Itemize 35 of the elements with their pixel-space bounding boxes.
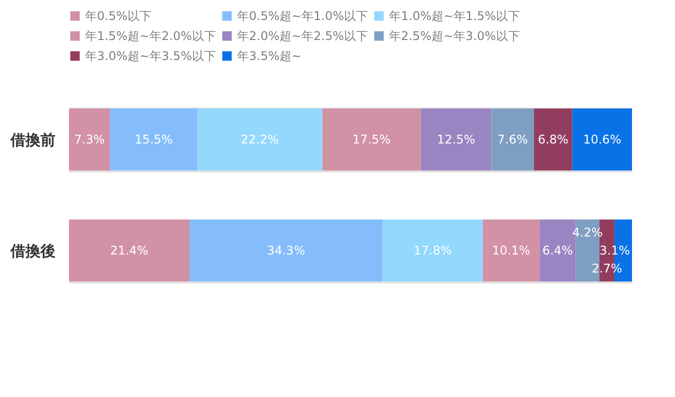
legend-label: 年3.5%超~ [237, 49, 302, 63]
legend-label: 年0.5%以下 [85, 9, 152, 23]
data-label: 7.3% [74, 132, 105, 146]
data-label: 21.4% [110, 244, 148, 258]
bar [382, 220, 483, 282]
data-label: 17.5% [352, 132, 391, 146]
data-label: 22.2% [240, 132, 279, 146]
data-label: 17.8% [414, 244, 452, 258]
data-label: 6.8% [538, 132, 568, 146]
legend-label: 年2.5%超~年3.0%以下 [389, 29, 520, 43]
legend-label: 年0.5%超~年1.0%以下 [237, 9, 368, 23]
bar [189, 220, 383, 282]
y-tick-label: 借換前 [10, 131, 56, 149]
bar [534, 108, 572, 170]
bar [420, 108, 492, 170]
bar [69, 220, 190, 282]
bar [197, 108, 322, 170]
bar [491, 108, 534, 170]
data-label: 7.6% [497, 132, 528, 146]
data-label: 12.5% [437, 132, 476, 146]
data-label: 6.4% [542, 244, 573, 258]
bar [572, 108, 632, 170]
bar [322, 108, 421, 170]
data-label: 15.5% [134, 132, 173, 146]
y-tick-label: 借換後 [10, 242, 56, 260]
data-label: 10.6% [583, 132, 622, 146]
data-label: 34.3% [266, 244, 306, 258]
bar [110, 108, 198, 170]
data-label: 10.1% [492, 244, 530, 258]
legend-label: 年1.5%超~年2.0%以下 [85, 29, 216, 43]
bar [482, 220, 540, 282]
bar [69, 108, 110, 170]
legend-label: 年1.0%超~年1.5%以下 [389, 9, 520, 23]
legend-label: 年3.0%超~年3.5%以下 [85, 49, 216, 63]
legend-label: 年2.0%超~年2.5%以下 [237, 29, 368, 43]
